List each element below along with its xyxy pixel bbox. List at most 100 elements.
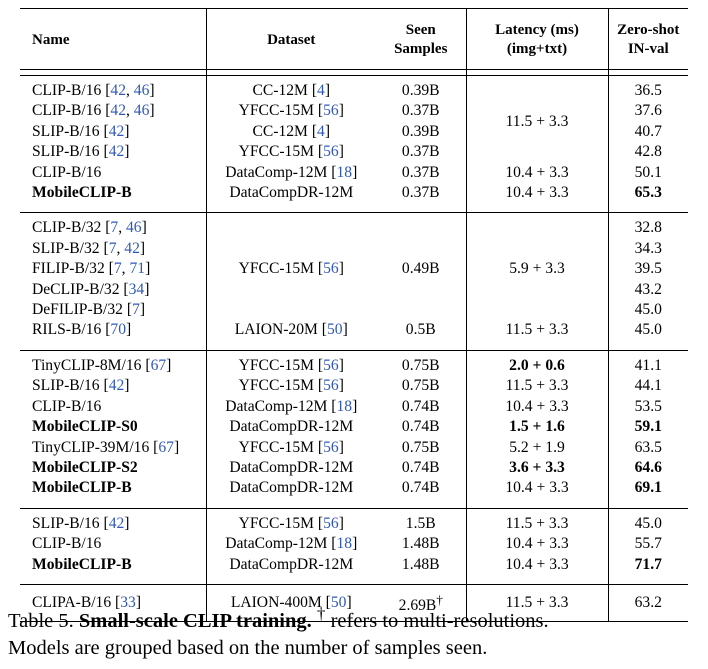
row-name: CLIP-B/16 [42, 46] <box>20 75 206 102</box>
row-latency: 11.5 + 3.3 <box>465 507 608 535</box>
row-latency: 2.0 + 0.6 <box>465 349 608 377</box>
header-latency-line2: (img+txt) <box>506 41 568 57</box>
table-row: DeFILIP-B/32 [7] 45.0 <box>20 300 688 321</box>
header-seen-line1: Seen <box>405 22 436 38</box>
row-zero-shot: 65.3 <box>607 183 688 208</box>
row-zero-shot: 55.7 <box>607 534 688 555</box>
row-zero-shot: 63.2 <box>607 583 688 622</box>
header-name: Name <box>20 8 206 70</box>
table-group-5: CLIPA-B/16 [33] LAION-400M [50] 2.69B† 1… <box>20 578 688 622</box>
row-name: MobileCLIP-B <box>32 184 132 202</box>
row-latency: 10.4 + 3.3 <box>465 396 608 418</box>
row-dataset: CC-12M [4] <box>205 121 376 143</box>
caption-title: Small-scale CLIP training. <box>78 609 312 632</box>
row-name: DeCLIP-B/32 [34] <box>32 280 150 298</box>
row-seen: 0.75B <box>401 438 440 456</box>
row-name: CLIP-B/32 [7, 46] <box>20 212 206 239</box>
row-latency-merged: 11.5 + 3.3 <box>465 74 608 163</box>
row-zero-shot: 45.0 <box>607 320 688 345</box>
row-name: SLIP-B/16 [42] <box>32 143 130 161</box>
row-dataset: DataCompDR-12M <box>205 554 376 579</box>
row-latency: 10.4 + 3.3 <box>465 478 608 503</box>
row-name: MobileCLIP-S2 <box>32 458 138 476</box>
header-dataset: Dataset <box>205 8 376 70</box>
row-seen: 0.37B <box>401 184 440 202</box>
table-row: TinyCLIP-8M/16 [67] YFCC-15M [56] 0.75B … <box>20 349 688 377</box>
row-seen: 1.48B <box>401 535 440 553</box>
row-name: RILS-B/16 [70] <box>32 321 132 339</box>
table-group-4: SLIP-B/16 [42] YFCC-15M [56] 1.5B 11.5 +… <box>20 502 688 579</box>
row-seen: 0.5B <box>405 321 436 339</box>
row-name: MobileCLIP-S0 <box>32 418 138 436</box>
row-dataset: CC-12M [4] <box>205 75 376 102</box>
row-seen: 0.75B <box>401 377 440 395</box>
row-latency: 11.5 + 3.3 <box>465 320 608 345</box>
row-dataset: YFCC-15M [56] <box>205 376 376 397</box>
row-zero-shot: 41.1 <box>607 349 688 377</box>
row-latency: 10.4 + 3.3 <box>465 554 608 579</box>
row-zero-shot: 43.2 <box>607 279 688 301</box>
row-dataset: LAION-20M [50] <box>205 320 376 345</box>
row-zero-shot: 45.0 <box>607 300 688 321</box>
row-dataset: DataCompDR-12M <box>205 417 376 438</box>
table-row: CLIP-B/16 [42, 46] CC-12M [4] 0.39B 11.5… <box>20 74 688 163</box>
caption-text-line2: Models are grouped based on the number o… <box>8 636 488 659</box>
row-name: SLIP-B/32 [7, 42] <box>32 239 146 257</box>
table-row: MobileCLIP-B DataCompDR-12M 0.74B 10.4 +… <box>20 478 688 503</box>
row-seen-merged: 0.49B <box>376 212 466 321</box>
row-zero-shot: 39.5 <box>607 259 688 280</box>
row-dataset-merged: YFCC-15M [56] <box>205 212 376 321</box>
header-row: Name Dataset Seen Samples Latency (ms) (im… <box>20 8 688 70</box>
header-zero-shot-line1: Zero-shot <box>617 22 680 38</box>
row-name: MobileCLIP-B <box>32 479 132 497</box>
table-row: SLIP-B/32 [7, 42] 34.3 <box>20 238 688 260</box>
row-dataset: DataCompDR-12M <box>205 183 376 208</box>
row-seen: 1.48B <box>401 555 440 573</box>
table-row: SLIP-B/16 [42] CC-12M [4] 0.39B 40.7 <box>20 121 688 143</box>
row-name: TinyCLIP-39M/16 [67] <box>32 438 180 456</box>
table-caption: Table 5. Small-scale CLIP training. † re… <box>8 600 702 662</box>
row-latency: 10.4 + 3.3 <box>465 534 608 555</box>
table-row: SLIP-B/16 [42] YFCC-15M [56] 0.37B 42.8 <box>20 142 688 163</box>
row-zero-shot: 69.1 <box>607 478 688 503</box>
caption-label: Table 5. <box>8 609 74 632</box>
row-latency: 11.5 + 3.3 <box>465 583 608 622</box>
row-name: CLIPA-B/16 [33] <box>20 583 206 622</box>
table-row: SLIP-B/16 [42] YFCC-15M [56] 1.5B 11.5 +… <box>20 507 688 535</box>
row-seen: 0.74B <box>401 458 440 476</box>
row-latency: 1.5 + 1.6 <box>465 417 608 438</box>
row-name: DeFILIP-B/32 [7] <box>32 301 146 319</box>
row-dataset: DataComp-12M [18] <box>205 534 376 555</box>
caption-dagger: † <box>316 604 326 623</box>
row-name: SLIP-B/16 [42] <box>20 507 206 535</box>
row-dataset: YFCC-15M [56] <box>205 437 376 458</box>
row-seen: 0.74B <box>401 397 440 415</box>
table-row: MobileCLIP-B DataCompDR-12M 0.37B 10.4 +… <box>20 183 688 208</box>
table-row: MobileCLIP-B DataCompDR-12M 1.48B 10.4 +… <box>20 554 688 579</box>
row-zero-shot: 37.6 <box>607 101 688 122</box>
row-seen: 0.37B <box>401 102 440 120</box>
row-name: CLIP-B/16 <box>32 397 102 415</box>
header-latency: Latency (ms) (img+txt) <box>465 8 608 70</box>
row-zero-shot: 44.1 <box>607 376 688 397</box>
row-zero-shot: 59.1 <box>607 417 688 438</box>
row-seen: 0.75B <box>376 349 466 377</box>
row-dataset: DataComp-12M [18] <box>205 162 376 184</box>
row-dataset: LAION-400M [50] <box>205 583 376 622</box>
row-zero-shot: 40.7 <box>607 121 688 143</box>
dagger-mark: † <box>436 591 443 607</box>
row-dataset: DataComp-12M [18] <box>205 396 376 418</box>
row-dataset: YFCC-15M [56] <box>205 101 376 122</box>
header-zero-shot-line2: IN-val <box>627 41 669 57</box>
row-dataset: DataCompDR-12M <box>205 478 376 503</box>
row-zero-shot: 53.5 <box>607 396 688 418</box>
row-seen: 0.74B <box>401 479 440 497</box>
header-zero-shot: Zero-shot IN-val <box>607 8 688 70</box>
table-row: RILS-B/16 [70] LAION-20M [50] 0.5B 11.5 … <box>20 320 688 345</box>
row-dataset: YFCC-15M [56] <box>205 507 376 535</box>
table-row: CLIP-B/32 [7, 46] YFCC-15M [56] 0.49B 5.… <box>20 212 688 321</box>
row-seen: 0.39B <box>401 122 440 140</box>
row-seen: 0.37B <box>401 143 440 161</box>
row-zero-shot: 32.8 <box>607 212 688 239</box>
row-latency: 3.6 + 3.3 <box>465 457 608 479</box>
